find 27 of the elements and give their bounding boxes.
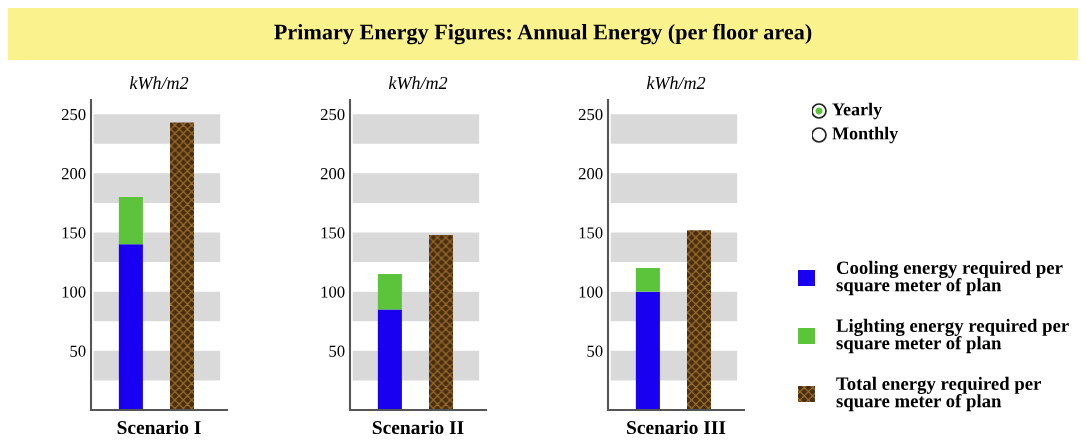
y-tick-label: 150: [321, 227, 345, 239]
y-tick-label: 100: [62, 286, 86, 298]
y-tick-label: 200: [320, 168, 345, 180]
y-tick-label: 200: [61, 168, 86, 180]
text: Primary Energy Figures: Annual Energy (per floor area): [274, 23, 812, 45]
y-tick-label: 200: [578, 168, 603, 180]
y-tick-label: 50: [587, 345, 603, 357]
y-tick-label: 50: [70, 345, 86, 357]
y-tick-label: 150: [579, 227, 603, 239]
x-axis-title: Scenario II: [372, 420, 464, 435]
x-axis-title: Scenario III: [627, 420, 726, 435]
x-axis-title: Scenario I: [117, 420, 201, 435]
text: Yearly: [832, 102, 882, 120]
legend-label: Cooling energy required per square meter of plan: [836, 260, 1063, 296]
y-tick-label: 100: [579, 286, 603, 298]
y-tick-label: 250: [61, 108, 86, 121]
y-tick-label: 50: [329, 345, 345, 357]
y-axis-title: kWh/m2: [646, 76, 706, 90]
legend-label: Total energy required per square meter of plan: [836, 376, 1041, 412]
y-tick-label: 150: [62, 227, 86, 239]
y-tick-label: 250: [578, 108, 603, 121]
y-axis-title: kWh/m2: [388, 76, 448, 90]
y-tick-label: 250: [320, 108, 345, 121]
legend-label: Lighting energy required per square meter of plan: [836, 318, 1069, 354]
y-axis-title: kWh/m2: [129, 76, 189, 90]
text: Monthly: [832, 126, 899, 144]
y-tick-label: 100: [321, 286, 345, 298]
